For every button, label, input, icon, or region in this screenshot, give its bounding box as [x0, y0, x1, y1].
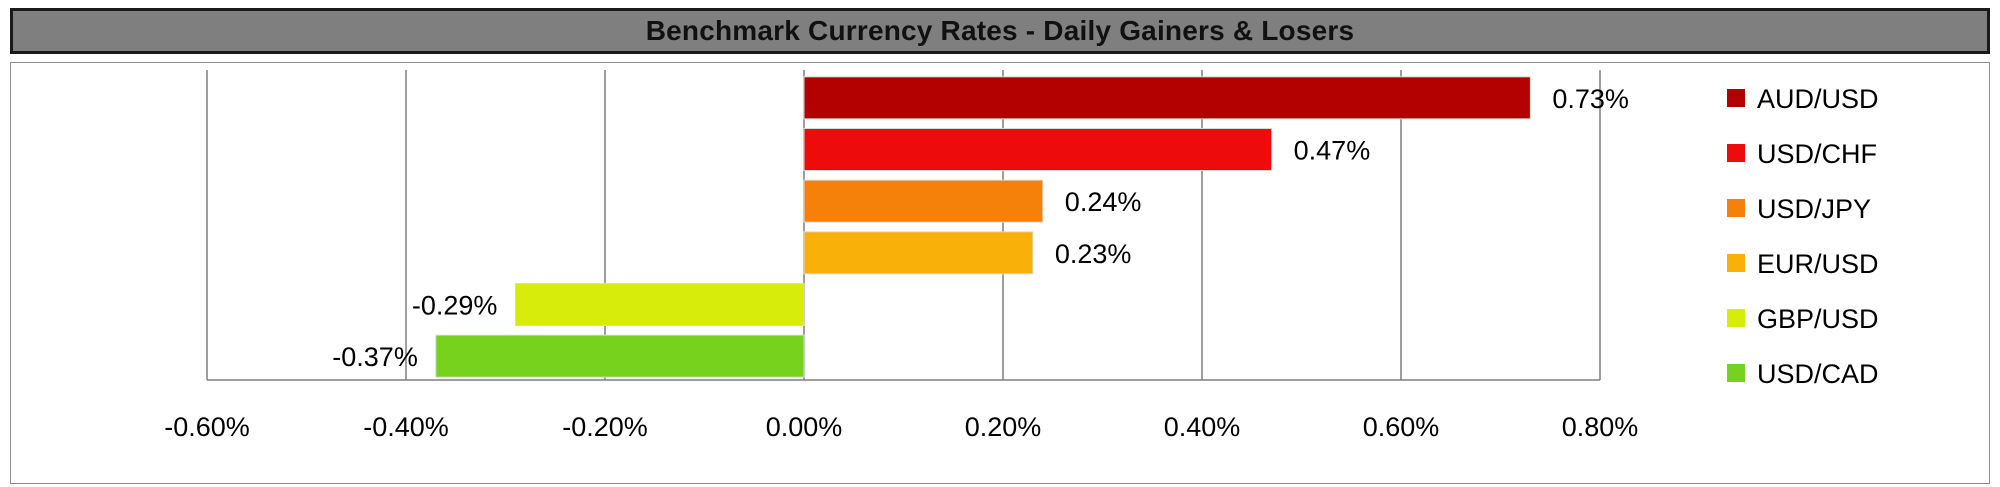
legend-swatch [1727, 309, 1745, 327]
x-tick-label: 0.20% [965, 412, 1042, 442]
legend-label: GBP/USD [1757, 304, 1879, 334]
legend-swatch [1727, 89, 1745, 107]
bar-usd-cad [435, 334, 805, 378]
bar-aud-usd [803, 76, 1531, 120]
data-label: 0.73% [1552, 84, 1629, 114]
bar-usd-chf [803, 128, 1273, 171]
x-tick-label: 0.40% [1164, 412, 1241, 442]
data-label: 0.47% [1294, 136, 1371, 166]
data-label: -0.37% [332, 342, 418, 372]
legend-swatch [1727, 144, 1745, 162]
legend-label: AUD/USD [1757, 84, 1879, 114]
legend-label: EUR/USD [1757, 249, 1879, 279]
bar-eur-usd [803, 231, 1034, 275]
x-tick-label: 0.00% [766, 412, 843, 442]
data-label: -0.29% [412, 291, 498, 321]
legend-swatch [1727, 364, 1745, 382]
chart-title: Benchmark Currency Rates - Daily Gainers… [645, 15, 1355, 46]
x-tick-label: 0.80% [1562, 412, 1639, 442]
x-tick-label: 0.60% [1363, 412, 1440, 442]
x-tick-label: -0.40% [363, 412, 449, 442]
x-tick-label: -0.60% [164, 412, 250, 442]
x-tick-label: -0.20% [562, 412, 648, 442]
legend-swatch [1727, 199, 1745, 217]
legend-label: USD/CAD [1757, 359, 1879, 389]
bar-gbp-usd [514, 283, 805, 326]
data-label: 0.24% [1065, 187, 1142, 217]
data-label: 0.23% [1055, 239, 1132, 269]
legend-label: USD/CHF [1757, 139, 1877, 169]
legend-swatch [1727, 254, 1745, 272]
bar-usd-jpy [803, 179, 1044, 223]
chart-title-bar: Benchmark Currency Rates - Daily Gainers… [10, 8, 1990, 54]
legend-label: USD/JPY [1757, 194, 1871, 224]
